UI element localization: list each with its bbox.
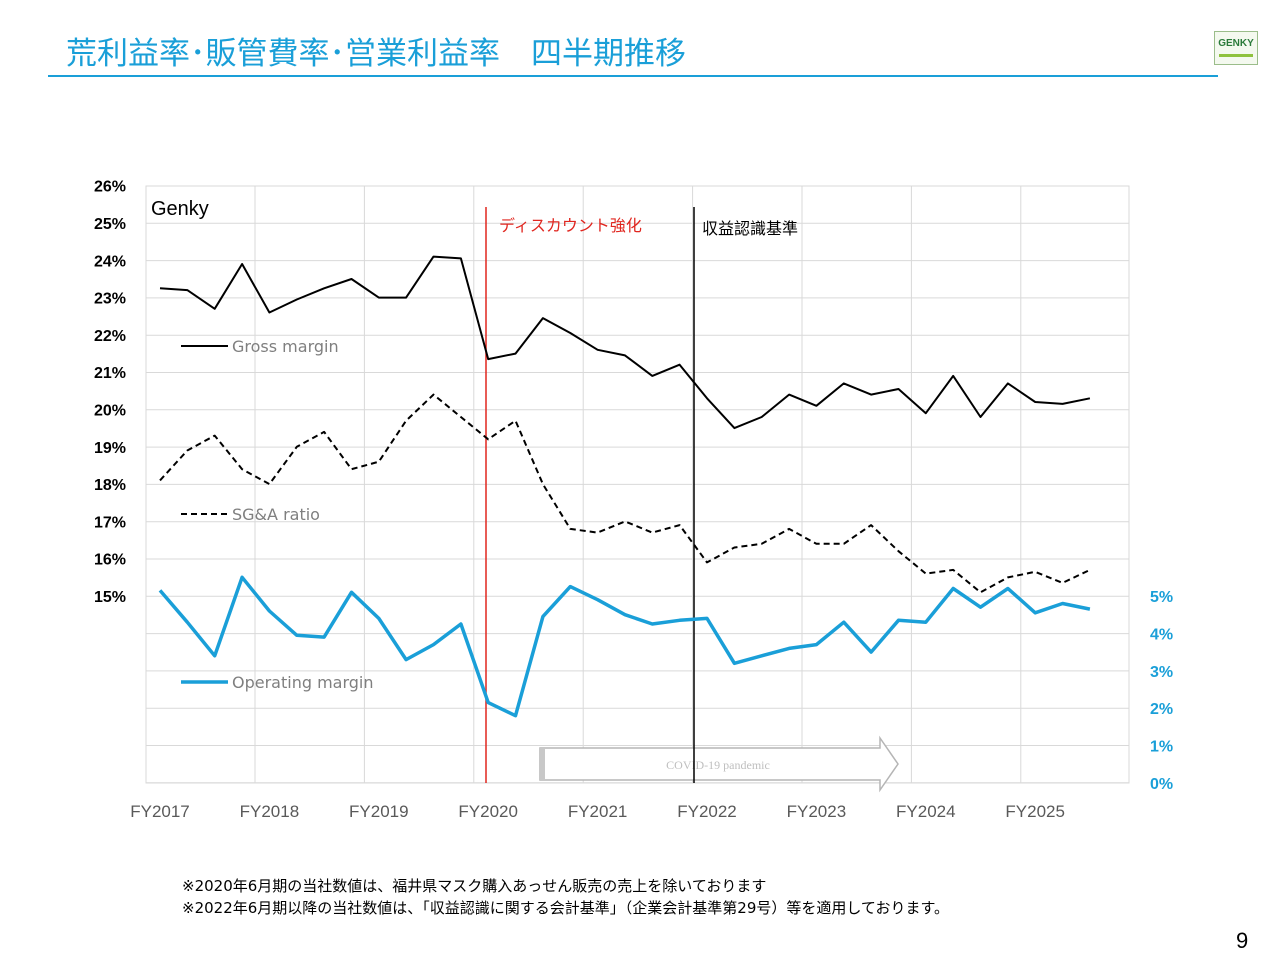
left-axis-tick-label: 26% (94, 179, 126, 196)
legend-label: SG&A ratio (232, 505, 320, 524)
title-divider (48, 75, 1218, 77)
covid-arrow-tail (540, 748, 545, 780)
left-axis-tick-label: 15% (94, 589, 126, 606)
operating-margin-line (158, 575, 1091, 718)
right-axis-tick-label: 4% (1150, 626, 1173, 643)
x-axis-tick-label: FY2024 (896, 802, 956, 821)
left-axis-tick-label: 25% (94, 216, 126, 233)
footnote-2022: ※2022年6月期以降の当社数値は、「収益認識に関する会計基準」（企業会計基準第… (182, 899, 949, 917)
left-axis-tick-label: 18% (94, 477, 126, 494)
legend-label: Operating margin (232, 673, 374, 692)
x-axis-tick-label: FY2018 (240, 802, 300, 821)
covid-label: COVID-19 pandemic (666, 758, 770, 772)
x-axis-tick-label: FY2022 (677, 802, 737, 821)
recognition-label: 収益認識基準 (702, 219, 798, 238)
left-axis-tick-label: 19% (94, 440, 126, 457)
x-axis-tick-label: FY2025 (1005, 802, 1065, 821)
logo-text: GENKY (1218, 38, 1254, 49)
left-axis-tick-label: 17% (94, 514, 126, 531)
x-axis-tick-label: FY2021 (568, 802, 628, 821)
sga-ratio-line (159, 393, 1091, 594)
right-axis-tick-label: 1% (1150, 739, 1173, 756)
right-axis-tick-label: 5% (1150, 589, 1173, 606)
footnote-2020: ※2020年6月期の当社数値は、福井県マスク購入あっせん販売の売上を除いておりま… (182, 877, 767, 895)
left-axis-tick-label: 23% (94, 291, 126, 308)
left-axis-tick-label: 20% (94, 403, 126, 420)
right-axis-tick-label: 2% (1150, 701, 1173, 718)
left-axis-tick-label: 24% (94, 253, 126, 270)
page-number: 9 (1236, 928, 1249, 953)
left-axis-tick-label: 16% (94, 552, 126, 569)
discount-label: ディスカウント強化 (499, 216, 642, 235)
genky-logo: GENKY (1214, 31, 1258, 65)
x-axis-tick-label: FY2020 (458, 802, 518, 821)
x-axis-tick-label: FY2023 (787, 802, 847, 821)
company-label: Genky (151, 198, 209, 220)
right-axis-tick-label: 0% (1150, 776, 1173, 793)
covid-arrow (539, 735, 899, 793)
left-axis-tick-label: 22% (94, 328, 126, 345)
x-axis-tick-label: FY2019 (349, 802, 409, 821)
gross-margin-line (159, 255, 1091, 430)
legend-label: Gross margin (232, 337, 339, 356)
left-axis-tick-label: 21% (94, 365, 126, 382)
right-axis-tick-label: 3% (1150, 664, 1173, 681)
x-axis-tick-label: FY2017 (130, 802, 190, 821)
page-title: 荒利益率･販管費率･営業利益率 四半期推移 (66, 36, 686, 72)
logo-stripe (1219, 54, 1253, 57)
